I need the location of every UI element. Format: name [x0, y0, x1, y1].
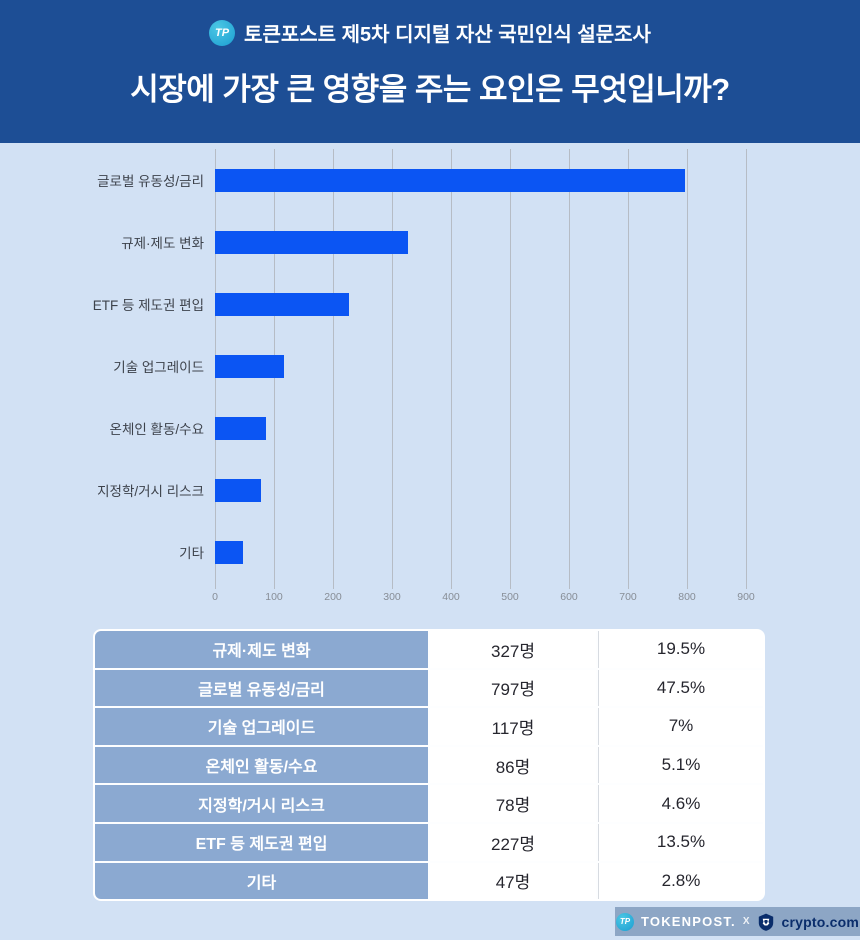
results-table: 규제·제도 변화 327명 19.5% 글로벌 유동성/금리 797명 47.5% 기술 업… — [93, 629, 765, 902]
bar — [215, 292, 349, 316]
bar-track — [215, 168, 746, 192]
bar — [215, 168, 686, 192]
table-row: 글로벌 유동성/금리 797명 47.5% — [95, 669, 763, 707]
category-label: 온체인 활동/수요 — [109, 422, 204, 437]
table-cell-label: 온체인 활동/수요 — [95, 746, 428, 784]
chart-row: 기술 업그레이드 — [0, 335, 860, 397]
bar — [215, 478, 262, 502]
bar — [215, 540, 243, 564]
bar-track — [215, 478, 746, 502]
table-cell-label: 글로벌 유동성/금리 — [95, 669, 428, 707]
table-cell-label: ETF 등 제도권 편입 — [95, 823, 428, 861]
table-cell-count: 117명 — [430, 708, 596, 745]
bar — [215, 416, 266, 440]
x-axis-tick-label: 900 — [737, 591, 755, 603]
chart-row: ETF 등 제도권 편입 — [0, 273, 860, 335]
survey-subtitle: 토큰포스트 제5차 디지털 자산 국민인식 설문조사 — [244, 24, 651, 46]
x-axis: 0 100 200 300 400 500 600 700 800 900 — [212, 583, 755, 611]
table-cell-count: 797명 — [430, 669, 596, 707]
x-axis-tick-label: 0 — [212, 591, 218, 603]
x-axis-tick-label: 800 — [678, 591, 696, 603]
x-axis-tick-label: 600 — [560, 591, 578, 603]
table-cell-count: 327명 — [430, 631, 596, 668]
table-cell-percent: 5.1% — [598, 746, 763, 784]
chart-row: 글로벌 유동성/금리 — [0, 149, 860, 211]
table-row: ETF 등 제도권 편입 227명 13.5% — [95, 823, 763, 861]
bar-track — [215, 230, 746, 254]
x-axis-tick-label: 700 — [619, 591, 637, 603]
bar-track — [215, 292, 746, 316]
bar — [215, 230, 408, 254]
table-cell-percent: 4.6% — [598, 785, 763, 822]
category-label: 기타 — [179, 546, 204, 561]
table-cell-percent: 19.5% — [598, 631, 763, 668]
chart-row: 기타 — [0, 521, 860, 583]
table-cell-label: 기타 — [95, 862, 428, 900]
x-axis-tick-label: 400 — [442, 591, 460, 603]
table-cell-percent: 2.8% — [598, 862, 763, 900]
x-axis-tick-label: 500 — [501, 591, 519, 603]
table-cell-count: 227명 — [430, 823, 596, 861]
table-cell-label: 기술 업그레이드 — [95, 708, 428, 745]
chart-row: 규제·제도 변화 — [0, 211, 860, 273]
bar-track — [215, 354, 746, 378]
crypto-com-logo-icon — [757, 913, 775, 931]
table-cell-percent: 7% — [598, 708, 763, 745]
survey-question-title: 시장에 가장 큰 영향을 주는 요인은 무엇입니까? — [130, 72, 730, 107]
bar — [215, 354, 285, 378]
category-label: 글로벌 유동성/금리 — [97, 174, 204, 189]
table-row: 기술 업그레이드 117명 7% — [95, 708, 763, 745]
tokenpost-logo-icon: TP — [616, 912, 634, 931]
category-label: 규제·제도 변화 — [121, 236, 204, 251]
x-axis-tick-label: 300 — [383, 591, 401, 603]
category-label: 지정학/거시 리스크 — [97, 484, 204, 499]
table-row: 온체인 활동/수요 86명 5.1% — [95, 746, 763, 784]
table-cell-label: 규제·제도 변화 — [95, 631, 428, 668]
crypto-com-wordmark: crypto.com — [781, 913, 859, 930]
chart-row: 지정학/거시 리스크 — [0, 459, 860, 521]
table-row: 지정학/거시 리스크 78명 4.6% — [95, 785, 763, 822]
header: TP 토큰포스트 제5차 디지털 자산 국민인식 설문조사 시장에 가장 큰 영… — [0, 0, 860, 143]
footer-brandbar: TP TOKENPOST. X crypto.com — [615, 907, 860, 936]
bar-track — [215, 416, 746, 440]
x-axis-tick-label: 200 — [324, 591, 342, 603]
survey-subtitle-row: TP 토큰포스트 제5차 디지털 자산 국민인식 설문조사 — [0, 18, 860, 47]
bar-track — [215, 540, 746, 564]
category-label: ETF 등 제도권 편입 — [92, 298, 204, 313]
table-cell-percent: 13.5% — [598, 823, 763, 861]
table-cell-percent: 47.5% — [598, 669, 763, 707]
tokenpost-wordmark: TOKENPOST. — [641, 914, 736, 929]
table-row: 기타 47명 2.8% — [95, 862, 763, 900]
chart-row: 온체인 활동/수요 — [0, 397, 860, 459]
x-axis-tick-label: 100 — [265, 591, 283, 603]
tokenpost-logo-icon: TP — [209, 19, 236, 46]
table-row: 규제·제도 변화 327명 19.5% — [95, 631, 763, 668]
table-cell-count: 47명 — [430, 862, 596, 900]
table-cell-count: 86명 — [430, 746, 596, 784]
partnership-x-separator: X — [742, 916, 750, 927]
table-cell-count: 78명 — [430, 785, 596, 822]
table-cell-label: 지정학/거시 리스크 — [95, 785, 428, 822]
category-label: 기술 업그레이드 — [113, 360, 204, 375]
